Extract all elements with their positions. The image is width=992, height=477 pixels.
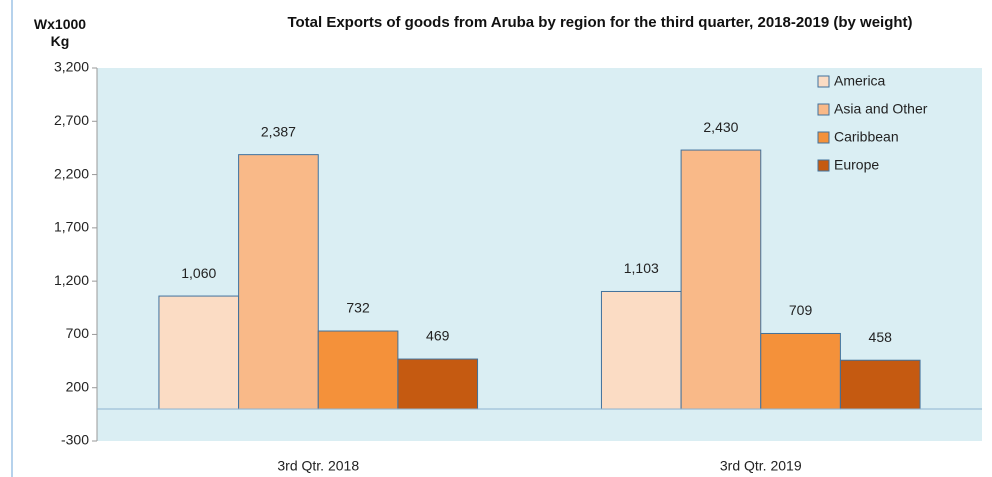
legend-label: Europe xyxy=(834,157,879,173)
value-label: 469 xyxy=(426,328,450,344)
value-label: 1,103 xyxy=(624,260,659,276)
value-label: 732 xyxy=(346,300,370,316)
legend-swatch xyxy=(817,75,830,88)
value-label: 2,387 xyxy=(261,123,296,139)
value-label: 1,060 xyxy=(181,265,216,281)
bar xyxy=(397,358,479,410)
bar xyxy=(158,295,240,410)
legend-label: Asia and Other xyxy=(834,101,928,117)
bar xyxy=(317,330,399,410)
bar xyxy=(760,332,841,410)
y-tick-label: 2,200 xyxy=(54,165,89,181)
y-tick-label: -300 xyxy=(61,432,89,448)
bar xyxy=(600,290,682,410)
legend-swatch xyxy=(817,159,830,172)
value-label: 709 xyxy=(789,302,813,318)
y-tick-label: 1,200 xyxy=(54,272,89,288)
legend-swatch xyxy=(817,103,830,116)
bar xyxy=(238,154,319,410)
legend-label: Caribbean xyxy=(834,129,899,145)
x-tick-label: 3rd Qtr. 2019 xyxy=(720,458,802,474)
y-tick-label: 2,700 xyxy=(54,112,89,128)
y-tick-label: 3,200 xyxy=(54,59,89,75)
bar xyxy=(839,359,921,410)
y-axis-label: Wx1000 Kg xyxy=(33,16,87,49)
y-tick-label: 200 xyxy=(66,378,90,394)
x-tick-label: 3rd Qtr. 2018 xyxy=(277,458,359,474)
value-label: 458 xyxy=(869,329,893,345)
y-tick-label: 1,700 xyxy=(54,219,89,235)
legend-label: America xyxy=(834,73,886,89)
legend-swatch xyxy=(817,131,830,144)
chart-title: Total Exports of goods from Aruba by reg… xyxy=(287,14,913,31)
bar xyxy=(680,149,762,410)
value-label: 2,430 xyxy=(703,119,738,135)
y-tick-label: 700 xyxy=(66,325,90,341)
